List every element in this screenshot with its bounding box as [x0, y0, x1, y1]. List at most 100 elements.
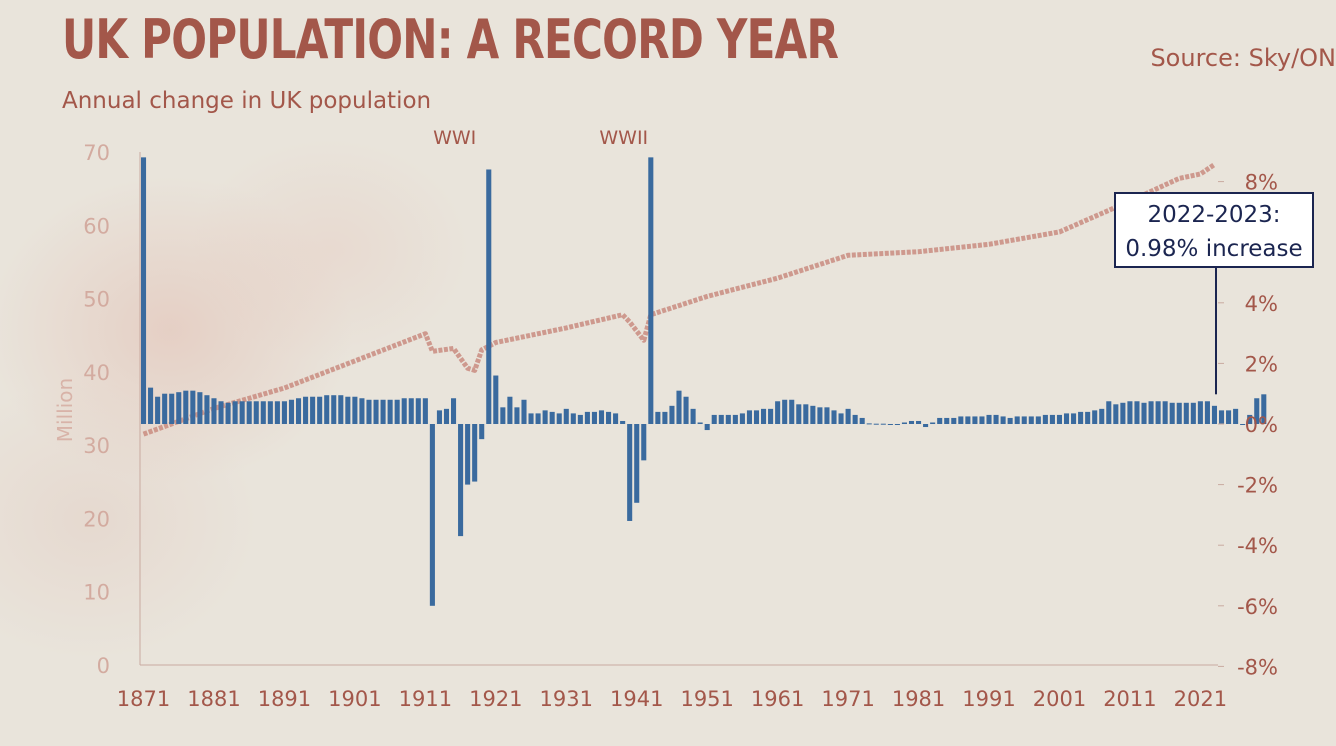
bar-1981	[916, 420, 922, 424]
bar-1948	[683, 396, 689, 424]
x-tick-label: 1901	[328, 687, 381, 711]
bar-1996	[1021, 416, 1027, 425]
bar-1975	[873, 423, 879, 425]
bar-1961	[775, 401, 781, 424]
bar-1872	[148, 387, 154, 424]
bar-1939	[620, 420, 626, 424]
bar-1921	[493, 375, 499, 424]
bar-1892	[288, 399, 295, 424]
bar-1933	[577, 414, 583, 424]
bar-2020	[1190, 402, 1196, 424]
bar-1938	[613, 413, 619, 424]
bar-2005	[1085, 411, 1091, 424]
bar-1916	[458, 424, 464, 537]
bar-1896	[317, 396, 323, 424]
bar-1927	[535, 413, 541, 424]
left-axis-title: Million	[53, 378, 77, 442]
bar-1995	[1014, 416, 1020, 425]
axes-group	[139, 152, 1218, 666]
left-tick-label: 50	[83, 288, 110, 312]
bar-1964	[796, 404, 802, 425]
bar-1907	[394, 399, 400, 424]
bar-1884	[232, 401, 238, 424]
bar-1978	[894, 424, 900, 425]
bar-1970	[838, 413, 844, 424]
bar-2009	[1113, 404, 1119, 425]
bar-1979	[901, 422, 907, 425]
annotation-wwii: WWII	[599, 127, 648, 149]
bar-1982	[923, 424, 929, 428]
x-tick-label: 1961	[751, 687, 804, 711]
bar-1940	[627, 424, 633, 521]
bar-2001	[1056, 414, 1062, 424]
bar-1980	[908, 420, 915, 424]
bar-2014	[1148, 401, 1154, 424]
ticks-group: 0 10 20 30 40 50 60 70 Million 8% 4% 2% 0% -2% -4% -6% -…	[53, 141, 1278, 711]
bar-1919	[479, 424, 485, 440]
bar-1945	[662, 411, 668, 424]
x-tick-label: 1931	[540, 687, 593, 711]
bar-1913	[436, 410, 442, 424]
bar-1928	[542, 410, 548, 424]
x-tick-label: 1991	[962, 687, 1015, 711]
right-tick-label: -6%	[1237, 595, 1278, 619]
population-line	[142, 162, 1216, 437]
bar-1902	[359, 398, 365, 424]
bar-1967	[817, 407, 823, 424]
bar-1932	[570, 413, 576, 424]
bar-1990	[979, 416, 985, 425]
bar-1882	[218, 401, 224, 424]
bar-1951	[704, 424, 710, 431]
bar-1909	[408, 398, 414, 424]
bar-1906	[387, 399, 393, 424]
x-tick-label: 1941	[610, 687, 663, 711]
bar-2000	[1049, 414, 1055, 424]
bar-1942	[641, 424, 647, 461]
bar-2021	[1197, 401, 1203, 424]
bar-2016	[1162, 401, 1168, 424]
bar-1879	[197, 392, 203, 425]
bar-1875	[169, 393, 175, 424]
bar-1937	[606, 411, 612, 424]
bar-1997	[1028, 416, 1034, 425]
x-tick-label: 1911	[399, 687, 452, 711]
bar-1903	[366, 399, 372, 424]
bar-1999	[1042, 414, 1048, 424]
bar-2011	[1127, 401, 1133, 424]
x-tick-label: 1891	[258, 687, 311, 711]
bar-1926	[528, 413, 534, 424]
bar-2028	[1247, 414, 1253, 424]
bar-2024	[1218, 410, 1225, 424]
bar-1936	[598, 410, 605, 424]
bar-1885	[239, 401, 245, 424]
bar-1998	[1035, 416, 1041, 425]
annotation-wwi: WWI	[433, 127, 476, 149]
bar-2006	[1092, 410, 1098, 424]
bar-1954	[725, 414, 731, 424]
bar-1908	[401, 398, 407, 424]
bar-1878	[190, 390, 196, 424]
bar-2013	[1141, 402, 1147, 424]
bar-1941	[634, 424, 640, 503]
bar-1989	[972, 416, 978, 425]
bar-1876	[176, 392, 182, 425]
bar-1911	[422, 398, 428, 424]
bar-1912	[429, 424, 435, 606]
x-tick-label: 1881	[187, 687, 240, 711]
bar-1897	[324, 395, 330, 424]
bar-2023	[1211, 405, 1218, 424]
bar-1904	[373, 399, 379, 424]
bar-2007	[1099, 408, 1105, 424]
bar-1957	[746, 410, 752, 424]
right-tick-label: -4%	[1237, 534, 1278, 558]
bar-1883	[225, 402, 231, 424]
x-tick-label: 1921	[469, 687, 522, 711]
bar-1881	[211, 398, 217, 424]
chart-title: UK POPULATION: A RECORD YEAR	[62, 8, 839, 71]
bar-1899	[338, 395, 344, 424]
bar-1877	[183, 390, 189, 424]
bar-1944	[655, 411, 661, 424]
callout-line2: 0.98% increase	[1125, 236, 1303, 262]
